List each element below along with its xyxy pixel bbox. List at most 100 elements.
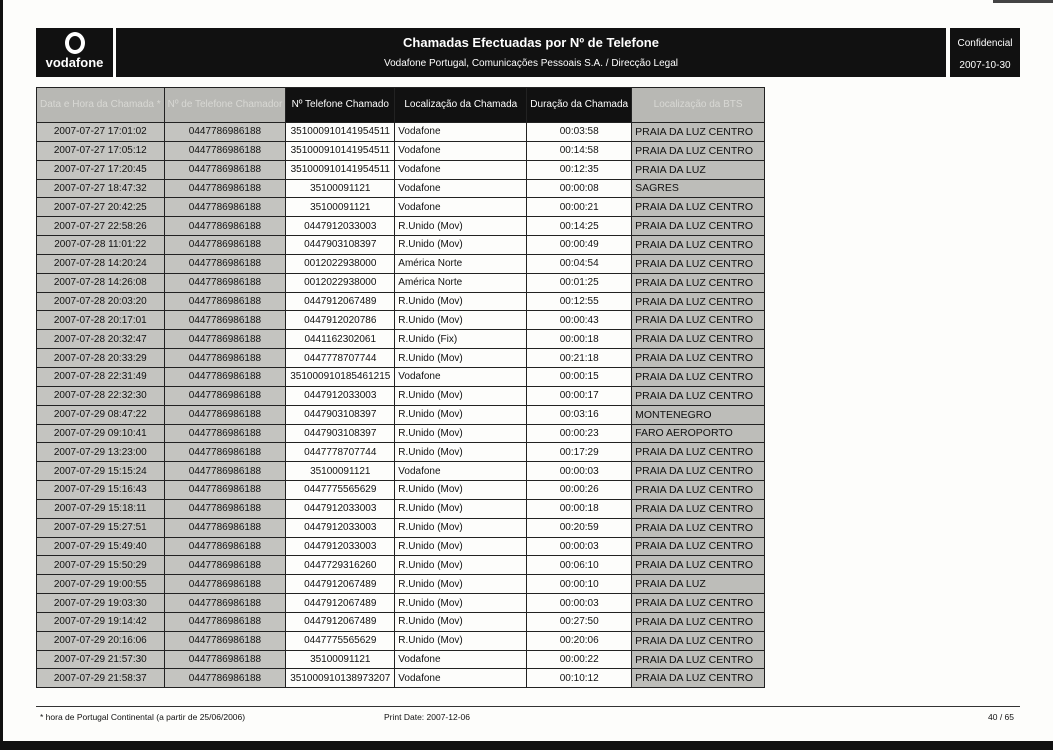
cell-duration: 00:00:21: [526, 197, 633, 218]
cell-duration: 00:00:22: [526, 649, 633, 670]
cell-datetime: 2007-07-29 19:00:55: [36, 574, 165, 595]
table-row: 2007-07-29 20:16:06 0447786986188 04477755…: [36, 630, 766, 651]
table-row: 2007-07-28 14:26:08 0447786986188 00120229…: [36, 272, 766, 293]
cell-called: 351000910138973207: [285, 668, 396, 689]
table-row: 2007-07-28 20:17:01 0447786986188 04479120…: [36, 310, 766, 331]
cell-location: Vodafone: [394, 178, 528, 199]
cell-datetime: 2007-07-29 15:50:29: [36, 555, 165, 576]
table-row: 2007-07-29 15:16:43 0447786986188 04477755…: [36, 480, 766, 500]
cell-location: R.Unido (Fix): [394, 329, 528, 350]
cell-called: 35100091121: [285, 461, 396, 482]
table-header: Data e Hora da Chamada * Nº de Telefone …: [36, 87, 766, 123]
cell-location: Vodafone: [394, 122, 528, 142]
cell-datetime: 2007-07-28 20:32:47: [36, 329, 165, 350]
cell-caller: 0447786986188: [163, 348, 287, 368]
cell-location: R.Unido (Mov): [394, 310, 528, 331]
cell-bts: PRAIA DA LUZ CENTRO: [631, 291, 766, 312]
cell-bts: PRAIA DA LUZ: [631, 574, 766, 595]
cell-bts: PRAIA DA LUZ CENTRO: [631, 272, 766, 293]
cell-bts: PRAIA DA LUZ CENTRO: [631, 461, 766, 482]
scan-edge: [993, 0, 1053, 3]
cell-location: R.Unido (Mov): [394, 480, 528, 500]
cell-location: Vodafone: [394, 461, 528, 482]
cell-duration: 00:00:17: [526, 385, 633, 406]
cell-called: 0447778707744: [285, 442, 396, 463]
cell-duration: 00:00:03: [526, 461, 633, 482]
cell-datetime: 2007-07-29 15:18:11: [36, 498, 165, 519]
cell-duration: 00:12:35: [526, 159, 633, 180]
cell-bts: PRAIA DA LUZ CENTRO: [631, 310, 766, 331]
table-row: 2007-07-29 13:23:00 0447786986188 04477787…: [36, 442, 766, 463]
cell-datetime: 2007-07-27 22:58:26: [36, 216, 165, 237]
cell-called: 0447912067489: [285, 593, 396, 613]
table-row: 2007-07-28 14:20:24 0447786986188 00120229…: [36, 253, 766, 274]
table-row: 2007-07-27 17:05:12 0447786986188 35100091…: [36, 140, 766, 161]
cell-called: 0447778707744: [285, 348, 396, 368]
cell-location: R.Unido (Mov): [394, 536, 528, 557]
cell-duration: 00:04:54: [526, 253, 633, 274]
cell-datetime: 2007-07-27 18:47:32: [36, 178, 165, 199]
cell-datetime: 2007-07-29 15:27:51: [36, 517, 165, 538]
cell-caller: 0447786986188: [163, 536, 287, 557]
cell-called: 0447912020786: [285, 310, 396, 331]
scan-edge: [0, 741, 1053, 750]
cell-duration: 00:14:25: [526, 216, 633, 237]
cell-location: R.Unido (Mov): [394, 442, 528, 463]
cell-caller: 0447786986188: [163, 272, 287, 293]
calls-table: Data e Hora da Chamada * Nº de Telefone …: [36, 87, 766, 689]
cell-called: 0447775565629: [285, 480, 396, 500]
cell-bts: PRAIA DA LUZ CENTRO: [631, 649, 766, 670]
cell-caller: 0447786986188: [163, 140, 287, 161]
cell-bts: MONTENEGRO: [631, 404, 766, 425]
col-bts: Localização da BTS: [631, 87, 766, 123]
cell-duration: 00:01:25: [526, 272, 633, 293]
table-row: 2007-07-29 19:14:42 0447786986188 04479120…: [36, 611, 766, 632]
col-caller: Nº de Telefone Chamador: [163, 87, 287, 123]
cell-caller: 0447786986188: [163, 498, 287, 519]
cell-location: R.Unido (Mov): [394, 423, 528, 444]
cell-datetime: 2007-07-29 21:57:30: [36, 649, 165, 670]
col-location: Localização da Chamada: [394, 87, 528, 123]
cell-datetime: 2007-07-29 09:10:41: [36, 423, 165, 444]
cell-location: R.Unido (Mov): [394, 235, 528, 255]
cell-bts: PRAIA DA LUZ CENTRO: [631, 385, 766, 406]
cell-location: América Norte: [394, 272, 528, 293]
cell-caller: 0447786986188: [163, 630, 287, 651]
logo-text: vodafone: [45, 55, 104, 70]
cell-bts: PRAIA DA LUZ CENTRO: [631, 197, 766, 218]
cell-duration: 00:06:10: [526, 555, 633, 576]
cell-duration: 00:00:43: [526, 310, 633, 331]
cell-caller: 0447786986188: [163, 668, 287, 689]
cell-datetime: 2007-07-29 19:14:42: [36, 611, 165, 632]
cell-caller: 0447786986188: [163, 216, 287, 237]
cell-duration: 00:27:50: [526, 611, 633, 632]
cell-location: R.Unido (Mov): [394, 555, 528, 576]
cell-bts: PRAIA DA LUZ CENTRO: [631, 235, 766, 255]
cell-location: R.Unido (Mov): [394, 348, 528, 368]
cell-called: 35100091121: [285, 178, 396, 199]
vodafone-speechmark-icon: [64, 32, 85, 54]
cell-location: Vodafone: [394, 649, 528, 670]
cell-duration: 00:00:23: [526, 423, 633, 444]
cell-bts: FARO AEROPORTO: [631, 423, 766, 444]
cell-duration: 00:03:16: [526, 404, 633, 425]
cell-called: 0447912067489: [285, 291, 396, 312]
cell-location: R.Unido (Mov): [394, 291, 528, 312]
table-row: 2007-07-28 20:32:47 0447786986188 04411623…: [36, 329, 766, 350]
cell-caller: 0447786986188: [163, 611, 287, 632]
cell-duration: 00:12:55: [526, 291, 633, 312]
cell-called: 0441162302061: [285, 329, 396, 350]
cell-duration: 00:00:18: [526, 498, 633, 519]
col-datetime: Data e Hora da Chamada *: [36, 87, 165, 123]
scan-edge: [0, 0, 3, 750]
cell-duration: 00:00:26: [526, 480, 633, 500]
cell-location: Vodafone: [394, 140, 528, 161]
cell-bts: SAGRES: [631, 178, 766, 199]
cell-duration: 00:20:59: [526, 517, 633, 538]
table-row: 2007-07-29 15:49:40 0447786986188 04479120…: [36, 536, 766, 557]
cell-caller: 0447786986188: [163, 329, 287, 350]
table-row: 2007-07-28 20:03:20 0447786986188 04479120…: [36, 291, 766, 312]
table-row: 2007-07-29 19:03:30 0447786986188 04479120…: [36, 593, 766, 613]
table-row: 2007-07-27 18:47:32 0447786986188 35100091…: [36, 178, 766, 199]
cell-datetime: 2007-07-29 15:15:24: [36, 461, 165, 482]
